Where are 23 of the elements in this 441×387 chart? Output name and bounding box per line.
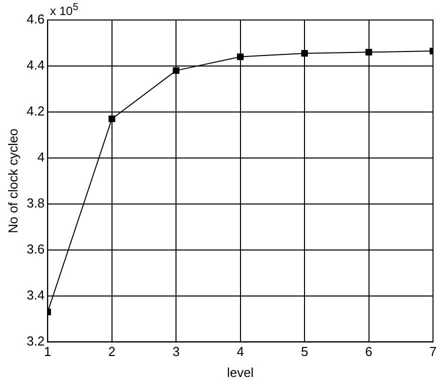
x-tick-label: 3: [172, 344, 180, 360]
y-tick-label: 3.4: [26, 287, 45, 302]
point: [237, 53, 244, 60]
y-tick-label: 3.2: [26, 333, 45, 348]
y-axis-title: No of clock cycleo: [5, 128, 20, 234]
x-axis-title: level: [226, 364, 254, 380]
point: [301, 50, 308, 57]
y-tick-label: 4.6: [26, 12, 45, 27]
y-tick-label: 3.8: [26, 195, 45, 210]
point: [108, 116, 116, 122]
point: [365, 48, 372, 56]
text: x 10$^{5}$: [50, 2, 78, 18]
y-tick-label: 4.4: [26, 58, 45, 73]
x-tick-label: 6: [365, 344, 372, 360]
x-tick-label: 4: [236, 344, 244, 360]
x-tick-label: 1: [44, 344, 52, 360]
x-tick-label: 5: [300, 344, 308, 360]
point: [172, 67, 180, 74]
x-tick-label: 7: [429, 344, 437, 360]
y-tick-label: 4: [37, 149, 45, 164]
y-tick-label: 3.6: [26, 241, 45, 256]
x-tick-label: 2: [108, 344, 116, 360]
y-tick-label: 4.2: [26, 104, 45, 119]
